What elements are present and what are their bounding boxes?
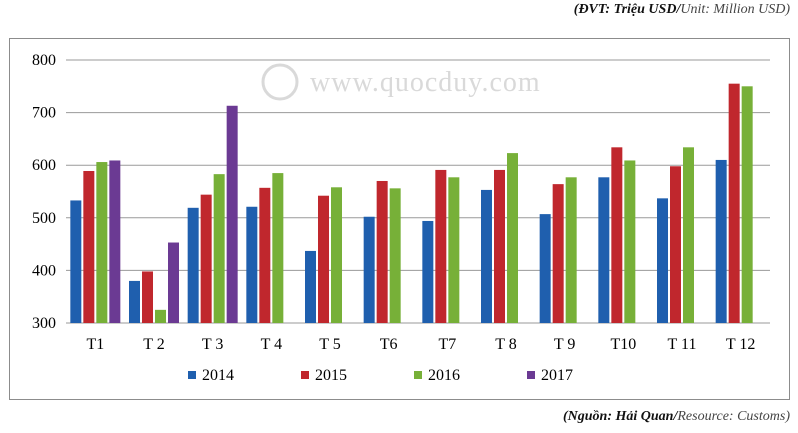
bar-2015-t12 <box>728 83 740 323</box>
legend-swatch-2016 <box>414 371 422 379</box>
bar-2014-t3 <box>187 207 199 323</box>
legend-label-2016: 2016 <box>428 367 460 384</box>
x-tick-label: T 8 <box>495 336 516 353</box>
bar-2016-t9 <box>565 177 577 323</box>
bar-2014-t8 <box>481 189 492 323</box>
bar-2016-t12 <box>741 86 753 323</box>
y-tick-label: 700 <box>32 105 56 122</box>
bar-2014-t4 <box>246 206 258 323</box>
x-tick-label: T 11 <box>668 336 697 353</box>
x-tick-label: T6 <box>380 336 398 353</box>
legend-label-2017: 2017 <box>541 367 573 384</box>
bar-2014-t7 <box>422 220 434 323</box>
bar-2016-t10 <box>624 160 636 323</box>
bar-2015-t6 <box>376 180 388 323</box>
bar-2015-t11 <box>670 166 681 323</box>
bar-2014-t9 <box>539 214 551 323</box>
bar-2014-t2 <box>129 280 140 323</box>
legend-swatch-2015 <box>301 371 309 379</box>
watermark-text: www.quocduy.com <box>310 67 541 98</box>
legend-swatch-2014 <box>188 371 196 379</box>
x-tick-label: T 2 <box>143 336 164 353</box>
bar-2016-t4 <box>272 173 284 323</box>
bar-2017-t2 <box>168 242 179 323</box>
legend-label-2014: 2014 <box>202 367 234 384</box>
x-tick-label: T 3 <box>202 336 223 353</box>
y-tick-label: 800 <box>32 52 56 69</box>
x-tick-label: T 5 <box>319 336 340 353</box>
bar-2014-t10 <box>598 177 610 323</box>
bar-2017-t1 <box>109 160 121 323</box>
bar-2014-t5 <box>305 250 316 323</box>
bar-2016-t6 <box>389 188 401 323</box>
bar-2016-t2 <box>155 309 166 323</box>
bar-2015-t1 <box>83 170 95 323</box>
bar-2015-t8 <box>494 169 505 323</box>
bar-2014-t11 <box>657 198 668 323</box>
y-tick-label: 500 <box>32 210 56 227</box>
source-note: (Nguồn: Hải Quan/Resource: Customs) <box>563 409 790 425</box>
bar-2015-t2 <box>142 271 153 323</box>
legend-label-2015: 2015 <box>315 367 347 384</box>
bar-2015-t7 <box>435 169 447 323</box>
bar-2016-t3 <box>213 174 225 323</box>
bar-2015-t9 <box>552 184 564 323</box>
bar-2015-t4 <box>259 187 271 323</box>
bar-2016-t5 <box>331 187 342 323</box>
bar-2014-t12 <box>715 159 727 323</box>
x-tick-label: T 4 <box>261 336 282 353</box>
bar-2016-t11 <box>683 147 694 323</box>
y-tick-label: 400 <box>32 262 56 279</box>
bar-2014-t1 <box>70 200 82 323</box>
x-tick-label: T 9 <box>554 336 575 353</box>
unit-note: (ĐVT: Triệu USD/Unit: Million USD) <box>574 2 790 18</box>
bar-2016-t8 <box>507 153 518 323</box>
y-tick-label: 300 <box>32 315 56 332</box>
bar-2015-t10 <box>611 147 623 323</box>
legend-swatch-2017 <box>527 371 535 379</box>
chart-frame: www.quocduy.com 300 400 500 600 700 800 T1 T 2 T … <box>9 38 790 400</box>
bar-2014-t6 <box>363 216 375 323</box>
bar-2015-t3 <box>200 194 212 323</box>
x-tick-label: T1 <box>86 336 104 353</box>
y-tick-label: 600 <box>32 157 56 174</box>
bar-chart: www.quocduy.com 300 400 500 600 700 800 T1 T 2 T … <box>32 52 770 384</box>
bar-2016-t1 <box>96 162 108 323</box>
watermark-logo-icon <box>261 63 299 101</box>
x-tick-label: T7 <box>438 336 456 353</box>
bar-2015-t5 <box>318 195 329 323</box>
bar-2017-t3 <box>226 105 238 324</box>
unit-note-vn: (ĐVT: Triệu USD/ <box>573 2 681 17</box>
source-note-vn: (Nguồn: Hải Quan/ <box>563 409 678 424</box>
source-note-en: Resource: Customs) <box>677 409 790 424</box>
x-tick-label: T10 <box>610 336 636 353</box>
x-tick-label: T 12 <box>726 336 755 353</box>
unit-note-en: Unit: Million USD) <box>680 2 790 17</box>
bar-2016-t7 <box>448 177 460 323</box>
